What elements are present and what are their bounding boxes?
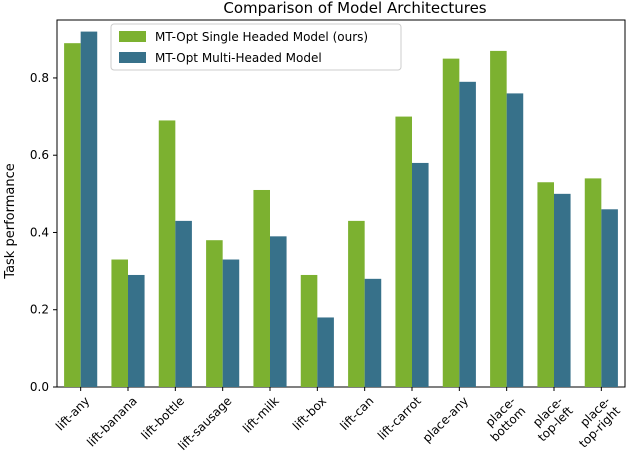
x-tick-label-group: lift-carrot [375, 394, 424, 443]
bar [206, 240, 223, 387]
bars-group [64, 31, 618, 388]
bar [222, 259, 240, 387]
x-tick-label: lift-carrot [375, 394, 424, 443]
legend-label: MT-Opt Single Headed Model (ours) [155, 30, 368, 44]
bar [459, 81, 476, 388]
bar [584, 178, 602, 387]
y-tick-label: 0.6 [30, 148, 49, 162]
x-tick-label: lift-box [290, 394, 329, 433]
bar [537, 182, 554, 387]
bar [80, 31, 98, 387]
plot-area [56, 19, 626, 388]
x-tick-label: lift-banana [84, 394, 140, 450]
x-tick-label-line: lift-banana [84, 394, 140, 450]
x-tick-label-group: lift-milk [240, 394, 282, 436]
bar [111, 259, 128, 387]
bar [442, 58, 460, 387]
x-tick-label: lift-any [53, 394, 92, 433]
bar [364, 278, 382, 387]
bar [128, 274, 145, 387]
bar [270, 236, 287, 387]
x-tick-label-line: lift-any [53, 394, 92, 433]
x-tick-label-group: lift-banana [84, 394, 140, 450]
bar [64, 43, 81, 387]
bar [412, 162, 429, 387]
x-tick-label-group: lift-any [53, 394, 92, 433]
x-tick-label-group: place-top-left [525, 394, 576, 445]
bar [317, 317, 334, 387]
x-tick-label: lift-bottle [138, 394, 187, 443]
x-axis: lift-anylift-bananalift-bottlelift-sausa… [53, 387, 623, 453]
bar [253, 189, 270, 387]
legend-swatch [119, 31, 146, 42]
y-tick-label: 0.4 [30, 225, 49, 239]
x-tick-label-group: place-top-right [566, 394, 623, 451]
x-tick-label-line: lift-milk [240, 394, 282, 436]
x-tick-label-line: lift-box [290, 394, 329, 433]
x-tick-label-line: lift-can [337, 394, 376, 433]
x-tick-label-line: lift-carrot [375, 394, 424, 443]
plot-frame [56, 19, 626, 388]
x-tick-label-group: lift-box [290, 394, 329, 433]
x-tick-label-line: place-any [420, 394, 471, 445]
bar [158, 120, 176, 387]
chart-title: Comparison of Model Architectures [223, 0, 486, 17]
bar [554, 193, 571, 387]
x-tick-label: place-top-right [566, 394, 623, 451]
legend-box [110, 23, 402, 71]
y-tick-label: 0.2 [30, 303, 49, 317]
x-tick-label: lift-milk [240, 394, 282, 436]
bar [601, 209, 618, 387]
x-tick-label: lift-can [337, 394, 376, 433]
y-tick-label: 0.8 [30, 71, 49, 85]
bar [395, 116, 412, 387]
x-tick-label-group: lift-bottle [138, 394, 187, 443]
y-tick-label: 0.0 [30, 380, 49, 394]
y-axis-label: Task performance [3, 163, 18, 279]
legend-label: MT-Opt Multi-Headed Model [155, 51, 322, 65]
bar [490, 50, 507, 387]
x-tick-label: place-top-left [525, 394, 576, 445]
x-tick-label-line: lift-bottle [138, 394, 187, 443]
legend-swatch [119, 52, 146, 63]
x-tick-label: place-any [420, 394, 471, 445]
x-tick-label-group: place-bottom [478, 394, 529, 444]
x-tick-label: place-bottom [478, 394, 528, 444]
x-tick-label-group: lift-can [337, 394, 376, 433]
bar [348, 220, 365, 387]
x-tick-label-group: place-any [420, 394, 471, 445]
bar [506, 93, 524, 388]
y-axis: 0.0 0.2 0.4 0.6 0.8 [30, 71, 57, 394]
bar [175, 220, 192, 387]
bar [300, 274, 318, 387]
legend: MT-Opt Single Headed Model (ours) MT-Opt … [110, 23, 402, 71]
